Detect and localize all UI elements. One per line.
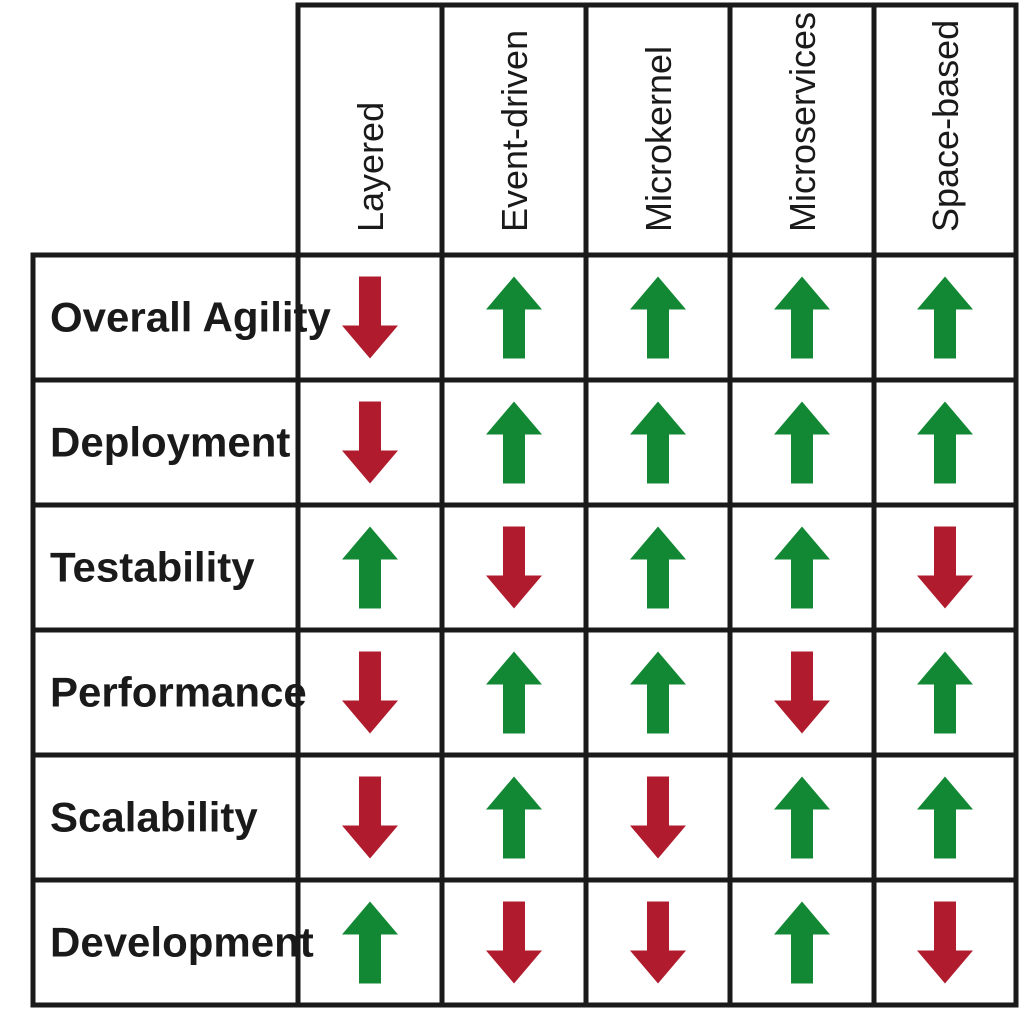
row-label: Overall Agility xyxy=(50,294,332,341)
arrow-up-icon xyxy=(342,526,398,609)
row-label: Deployment xyxy=(50,419,290,466)
column-header: Event-driven xyxy=(494,30,535,232)
row-label: Scalability xyxy=(50,794,258,841)
arrow-down-icon xyxy=(486,526,542,609)
arrow-down-icon xyxy=(917,526,973,609)
arrow-up-icon xyxy=(917,401,973,484)
arrow-down-icon xyxy=(342,276,398,359)
arrow-up-icon xyxy=(917,276,973,359)
arrow-down-icon xyxy=(342,651,398,734)
arrow-down-icon xyxy=(342,776,398,859)
arrow-up-icon xyxy=(774,401,830,484)
arrow-up-icon xyxy=(630,276,686,359)
column-header: Space-based xyxy=(925,20,966,232)
arrow-up-icon xyxy=(630,651,686,734)
table-borders xyxy=(30,2,1019,1008)
table-cells xyxy=(342,276,973,984)
arrow-down-icon xyxy=(774,651,830,734)
arrow-up-icon xyxy=(486,401,542,484)
arrow-up-icon xyxy=(630,401,686,484)
arrow-up-icon xyxy=(486,651,542,734)
row-label: Development xyxy=(50,919,314,966)
arrow-up-icon xyxy=(917,776,973,859)
arrow-up-icon xyxy=(917,651,973,734)
arrow-up-icon xyxy=(486,276,542,359)
arrow-up-icon xyxy=(774,901,830,984)
column-header: Microkernel xyxy=(638,46,679,232)
row-label: Testability xyxy=(50,544,255,591)
arrow-down-icon xyxy=(630,776,686,859)
arrow-down-icon xyxy=(342,401,398,484)
arrow-up-icon xyxy=(342,901,398,984)
arrow-up-icon xyxy=(486,776,542,859)
column-header: Layered xyxy=(350,102,391,232)
arrow-down-icon xyxy=(630,901,686,984)
arrow-up-icon xyxy=(630,526,686,609)
row-label: Performance xyxy=(50,669,307,716)
arrow-down-icon xyxy=(486,901,542,984)
arrow-up-icon xyxy=(774,776,830,859)
arrow-up-icon xyxy=(774,276,830,359)
arrow-down-icon xyxy=(917,901,973,984)
table-labels: Layered Event-driven Microkernel Microservi… xyxy=(50,12,966,966)
arrow-up-icon xyxy=(774,526,830,609)
column-header: Microservices xyxy=(782,12,823,232)
